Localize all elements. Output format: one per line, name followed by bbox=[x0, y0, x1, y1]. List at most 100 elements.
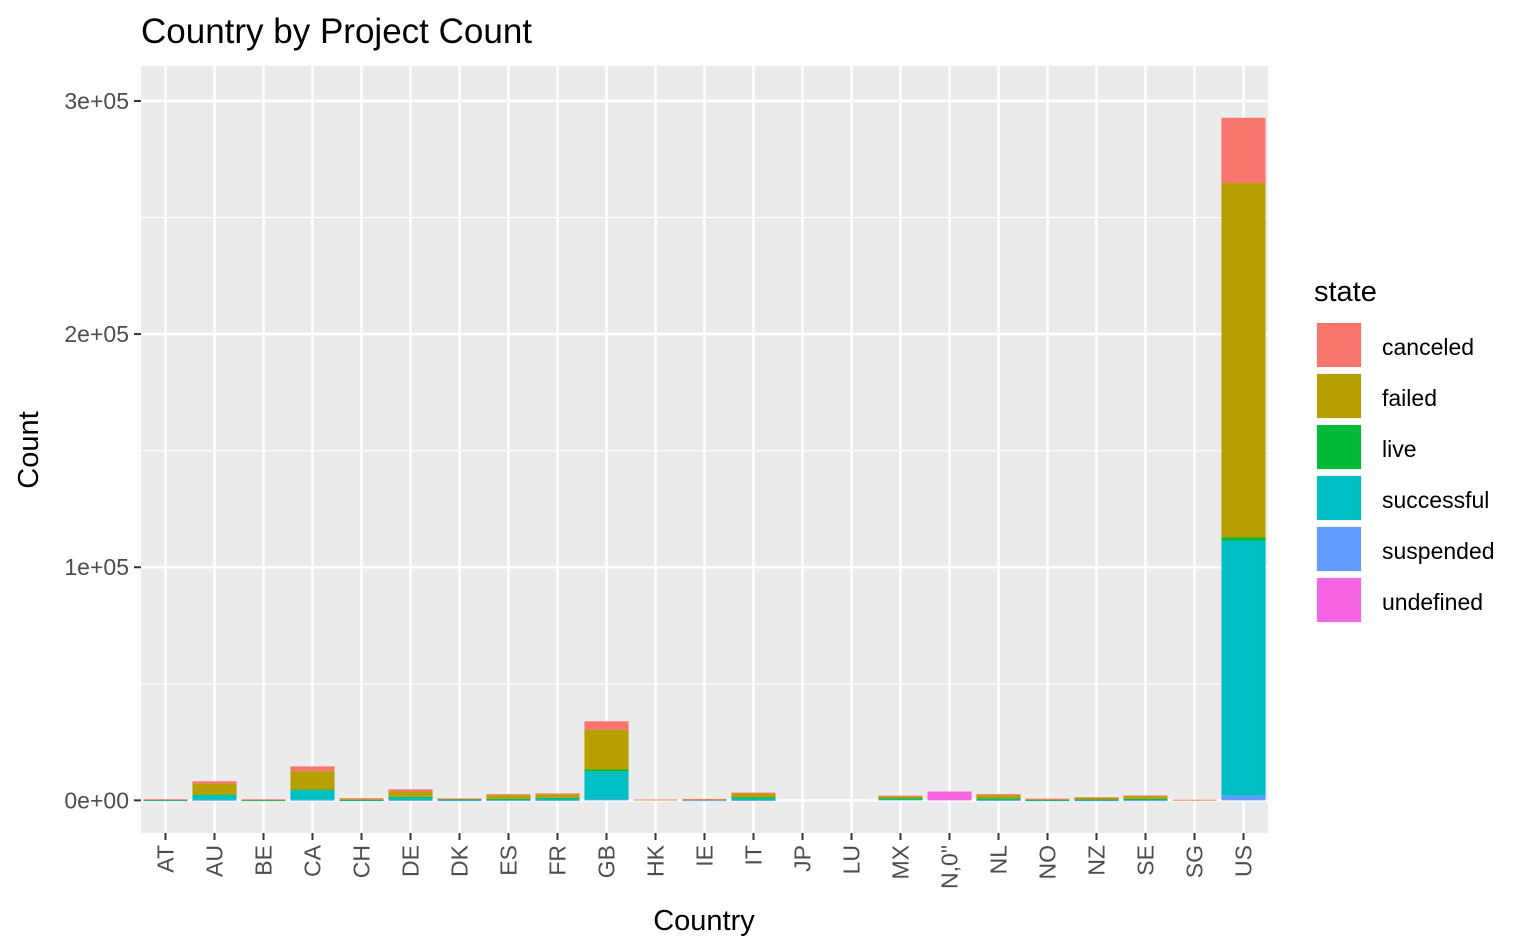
bar-canceled-CH bbox=[339, 798, 384, 799]
bar-suspended-CA bbox=[290, 799, 335, 801]
bar-canceled-DK bbox=[437, 798, 482, 800]
bar-suspended-NZ bbox=[1074, 800, 1119, 802]
bar-successful-AU bbox=[192, 795, 237, 800]
bar-canceled-AT bbox=[143, 799, 188, 801]
x-tick-label: AT bbox=[153, 845, 179, 873]
bar-suspended-IE bbox=[682, 800, 727, 802]
x-tick-label: BE bbox=[251, 845, 277, 876]
bar-canceled-IE bbox=[682, 798, 727, 800]
x-axis-title: Country bbox=[653, 905, 755, 937]
bar-canceled-SG bbox=[1172, 799, 1217, 801]
y-axis-title: Count bbox=[13, 411, 45, 488]
bar-successful-GB bbox=[584, 771, 629, 800]
bar-successful-ES bbox=[486, 799, 531, 801]
x-tick-label: JP bbox=[790, 845, 816, 872]
x-tick-label: DE bbox=[398, 845, 424, 877]
bar-successful-SE bbox=[1123, 799, 1168, 801]
y-tick-label: 0e+00 bbox=[64, 787, 129, 813]
x-axis: AT AU BE CA CH DE DK ES FR GB HK IE IT JP LU MX N,0" NL NO… bbox=[153, 833, 1257, 889]
bar-suspended-DE bbox=[388, 800, 433, 801]
bar-suspended-AT bbox=[143, 800, 188, 802]
x-tick-label: FR bbox=[545, 845, 571, 876]
x-tick-label: N,0" bbox=[937, 845, 963, 889]
bar-live-US bbox=[1221, 537, 1266, 541]
bar-live-GB bbox=[584, 769, 629, 772]
x-tick-label: DK bbox=[447, 844, 473, 877]
legend-label-live: live bbox=[1382, 436, 1417, 462]
legend-swatch-live bbox=[1317, 425, 1361, 469]
bar-live-DK bbox=[437, 799, 482, 801]
legend-swatch-undefined bbox=[1317, 578, 1361, 622]
bar-canceled-HK bbox=[633, 799, 678, 801]
bar-suspended-US bbox=[1221, 795, 1266, 801]
x-tick-label: MX bbox=[888, 845, 914, 880]
bar-failed-IT bbox=[731, 793, 776, 798]
bar-canceled-DE bbox=[388, 789, 433, 792]
bar-live-FR bbox=[535, 797, 580, 799]
bar-live-BE bbox=[241, 799, 286, 801]
bar-canceled-GB bbox=[584, 721, 629, 730]
bar-live-DE bbox=[388, 796, 433, 798]
legend-label-failed: failed bbox=[1382, 385, 1437, 411]
x-tick-label: GB bbox=[594, 845, 620, 878]
bar-successful-CA bbox=[290, 790, 335, 800]
legend-swatch-successful bbox=[1317, 476, 1361, 520]
x-tick-label: IE bbox=[692, 845, 718, 867]
x-tick-label: US bbox=[1231, 845, 1257, 877]
bar-live-NO bbox=[1025, 799, 1070, 801]
bar-suspended-NO bbox=[1025, 800, 1070, 802]
bar-canceled-SE bbox=[1123, 795, 1168, 797]
bar-live-ES bbox=[486, 798, 531, 800]
x-tick-label: CA bbox=[300, 844, 326, 877]
x-tick-label: SE bbox=[1133, 845, 1159, 876]
bar-suspended-CH bbox=[339, 800, 384, 802]
bar-canceled-NZ bbox=[1074, 797, 1119, 799]
bar-failed-CA bbox=[290, 771, 335, 790]
y-tick-label: 2e+05 bbox=[64, 321, 129, 347]
bar-canceled-AU bbox=[192, 781, 237, 784]
bar-failed-ES bbox=[486, 795, 531, 799]
bar-failed-IE bbox=[682, 799, 727, 801]
legend-title: state bbox=[1314, 276, 1377, 308]
bar-undefined-N,0" bbox=[927, 791, 972, 801]
x-tick-label: SG bbox=[1182, 845, 1208, 878]
bar-failed-MX bbox=[878, 796, 923, 799]
y-tick-label: 1e+05 bbox=[64, 554, 129, 580]
bar-live-IT bbox=[731, 797, 776, 799]
bar-suspended-DK bbox=[437, 800, 482, 802]
legend-label-undefined: undefined bbox=[1382, 589, 1483, 615]
chart-title: Country by Project Count bbox=[141, 12, 532, 51]
bar-suspended-FR bbox=[535, 800, 580, 802]
x-tick-label: HK bbox=[643, 844, 669, 877]
bar-successful-FR bbox=[535, 798, 580, 801]
x-tick-label: LU bbox=[839, 845, 865, 874]
x-tick-label: ES bbox=[496, 845, 522, 876]
bars bbox=[143, 117, 1266, 802]
bar-canceled-BE bbox=[241, 799, 286, 801]
bar-failed-NZ bbox=[1074, 797, 1119, 800]
legend-swatch-canceled bbox=[1317, 323, 1361, 367]
bar-suspended-GB bbox=[584, 799, 629, 801]
x-tick-label: IT bbox=[741, 845, 767, 865]
bar-successful-US bbox=[1221, 540, 1266, 796]
bar-canceled-MX bbox=[878, 795, 923, 797]
bar-canceled-IT bbox=[731, 792, 776, 794]
bar-failed-AU bbox=[192, 783, 237, 795]
bar-successful-NL bbox=[976, 798, 1021, 801]
bar-suspended-ES bbox=[486, 800, 531, 802]
bar-failed-NL bbox=[976, 795, 1021, 799]
bar-canceled-NL bbox=[976, 794, 1021, 796]
bar-failed-CH bbox=[339, 798, 384, 800]
bar-live-CH bbox=[339, 799, 384, 801]
bar-failed-DE bbox=[388, 791, 433, 797]
legend-label-successful: successful bbox=[1382, 487, 1489, 513]
bar-failed-SE bbox=[1123, 796, 1168, 799]
y-axis: 0e+00 1e+05 2e+05 3e+05 bbox=[64, 88, 141, 813]
bar-canceled-ES bbox=[486, 794, 531, 796]
bar-suspended-AU bbox=[192, 799, 237, 801]
bar-successful-DE bbox=[388, 797, 433, 801]
bar-canceled-US bbox=[1221, 117, 1266, 184]
bar-live-MX bbox=[878, 798, 923, 800]
x-tick-label: NO bbox=[1035, 845, 1061, 880]
